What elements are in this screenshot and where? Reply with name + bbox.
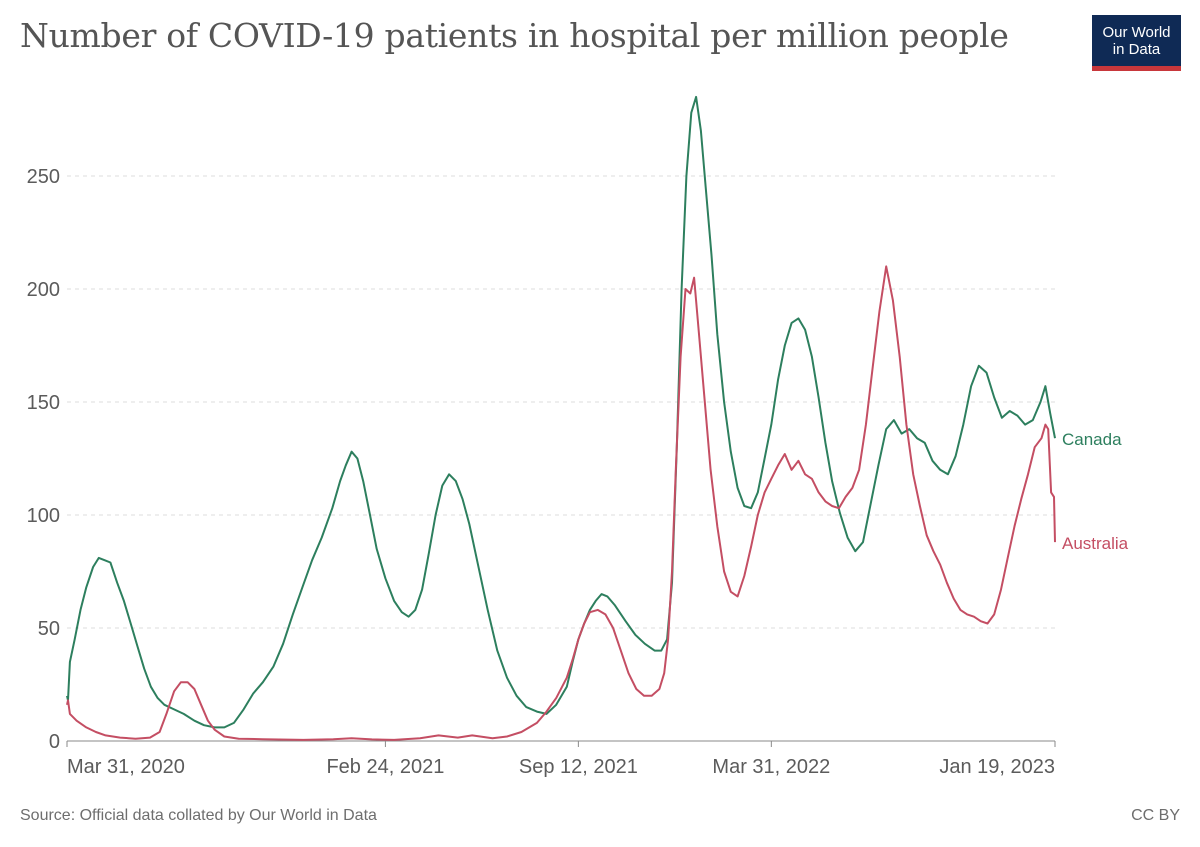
logo-line-1: Our World xyxy=(1102,24,1171,41)
y-tick-label-200: 200 xyxy=(27,279,60,301)
logo-line-2: in Data xyxy=(1112,41,1161,58)
y-axis-ticks: 0 50 100 150 200 250 xyxy=(27,166,60,753)
y-tick-label-250: 250 xyxy=(27,166,60,188)
x-axis: Mar 31, 2020 Feb 24, 2021 Sep 12, 2021 Mar … xyxy=(66,740,1056,778)
y-tick-label-0: 0 xyxy=(49,731,60,753)
source-note[interactable]: Source: Official data collated by Our Wo… xyxy=(20,807,377,824)
series-line-canada[interactable] xyxy=(66,95,1056,729)
series-label-canada: Canada xyxy=(1062,430,1122,449)
y-tick-label-50: 50 xyxy=(38,618,60,640)
series-lines xyxy=(66,95,1056,741)
y-tick-label-150: 150 xyxy=(27,392,60,414)
series-labels: Canada Australia xyxy=(1062,430,1129,553)
license-link[interactable]: CC BY xyxy=(1131,807,1180,824)
owid-logo[interactable]: Our World in Data xyxy=(1092,15,1181,71)
line-chart: 0 50 100 150 200 250 Mar 31, 2020 Feb 24, 2021… xyxy=(27,95,1129,778)
series-label-australia: Australia xyxy=(1062,534,1129,553)
x-tick-label: Jan 19, 2023 xyxy=(939,756,1055,778)
x-tick-label: Sep 12, 2021 xyxy=(519,756,638,778)
chart-title: Number of COVID-19 patients in hospital … xyxy=(20,16,1009,55)
x-tick-label: Mar 31, 2022 xyxy=(712,756,830,778)
series-line-australia[interactable] xyxy=(66,265,1056,741)
y-tick-label-100: 100 xyxy=(27,505,60,527)
x-tick-label: Mar 31, 2020 xyxy=(67,756,185,778)
gridlines xyxy=(67,175,1055,629)
x-tick-label: Feb 24, 2021 xyxy=(326,756,444,778)
